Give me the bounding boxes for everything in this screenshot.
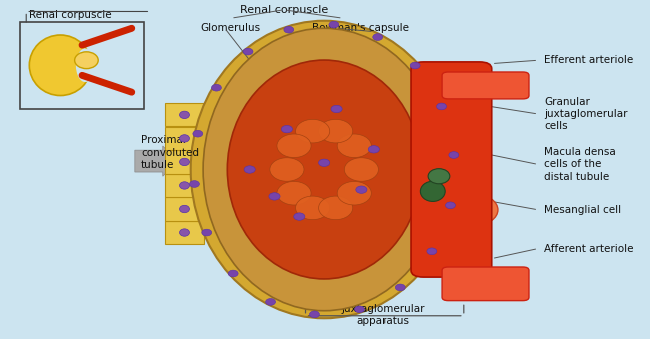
Text: Granular
juxtaglomerular
cells: Granular juxtaglomerular cells (545, 97, 628, 132)
Ellipse shape (244, 166, 255, 173)
Ellipse shape (281, 125, 292, 133)
Ellipse shape (269, 193, 280, 200)
Ellipse shape (179, 158, 189, 166)
Ellipse shape (202, 229, 212, 236)
Ellipse shape (284, 26, 294, 33)
Text: Macula densa
cells of the
distal tubule: Macula densa cells of the distal tubule (545, 147, 616, 182)
Ellipse shape (427, 248, 437, 255)
Ellipse shape (410, 62, 420, 69)
Ellipse shape (296, 196, 330, 220)
Text: Proximal
convoluted
tubule: Proximal convoluted tubule (141, 135, 199, 170)
Ellipse shape (190, 21, 458, 318)
Text: Juxtaglomerular
apparatus: Juxtaglomerular apparatus (341, 304, 425, 326)
FancyBboxPatch shape (164, 174, 204, 197)
FancyBboxPatch shape (164, 197, 204, 221)
Ellipse shape (337, 181, 371, 205)
Ellipse shape (356, 186, 367, 193)
Ellipse shape (421, 181, 445, 201)
Ellipse shape (228, 270, 238, 277)
Ellipse shape (203, 28, 445, 311)
Ellipse shape (179, 111, 189, 119)
Ellipse shape (318, 196, 353, 220)
Ellipse shape (309, 311, 319, 318)
Ellipse shape (395, 284, 405, 291)
FancyBboxPatch shape (442, 72, 529, 99)
FancyBboxPatch shape (442, 267, 529, 301)
Ellipse shape (179, 229, 189, 236)
FancyArrow shape (135, 146, 178, 176)
Ellipse shape (354, 306, 365, 313)
Ellipse shape (329, 21, 339, 28)
Ellipse shape (331, 105, 342, 113)
Ellipse shape (454, 195, 498, 225)
Text: Efferent arteriole: Efferent arteriole (545, 55, 634, 65)
Ellipse shape (437, 103, 447, 110)
Text: Bowman's capsule: Bowman's capsule (312, 23, 409, 33)
FancyBboxPatch shape (20, 22, 144, 109)
Ellipse shape (318, 159, 330, 166)
Ellipse shape (428, 169, 450, 184)
Ellipse shape (318, 119, 353, 143)
Ellipse shape (243, 48, 253, 55)
FancyBboxPatch shape (164, 127, 204, 150)
Ellipse shape (227, 60, 421, 279)
FancyBboxPatch shape (398, 156, 461, 213)
Ellipse shape (190, 181, 200, 187)
Ellipse shape (29, 35, 92, 96)
FancyBboxPatch shape (164, 221, 204, 244)
Ellipse shape (179, 182, 189, 189)
Ellipse shape (372, 34, 383, 40)
FancyBboxPatch shape (411, 62, 492, 277)
Text: Renal corpuscle: Renal corpuscle (240, 5, 328, 15)
Ellipse shape (179, 205, 189, 213)
Ellipse shape (211, 84, 222, 91)
Ellipse shape (344, 158, 378, 181)
Ellipse shape (294, 213, 305, 220)
Ellipse shape (270, 158, 304, 181)
Ellipse shape (368, 146, 380, 153)
Ellipse shape (277, 181, 311, 205)
Ellipse shape (193, 130, 203, 137)
Text: Mesanglial cell: Mesanglial cell (545, 205, 621, 215)
Ellipse shape (449, 152, 459, 158)
Ellipse shape (266, 299, 276, 305)
Ellipse shape (277, 134, 311, 158)
Text: Glomerulus: Glomerulus (200, 23, 260, 33)
Text: Afferent arteriole: Afferent arteriole (545, 243, 634, 254)
FancyBboxPatch shape (164, 150, 204, 174)
Ellipse shape (179, 135, 189, 142)
Ellipse shape (337, 134, 371, 158)
Ellipse shape (75, 52, 98, 68)
Ellipse shape (296, 119, 330, 143)
FancyBboxPatch shape (164, 103, 204, 126)
Text: Renal corpuscle: Renal corpuscle (29, 10, 112, 20)
Ellipse shape (445, 202, 456, 209)
Ellipse shape (76, 48, 94, 82)
